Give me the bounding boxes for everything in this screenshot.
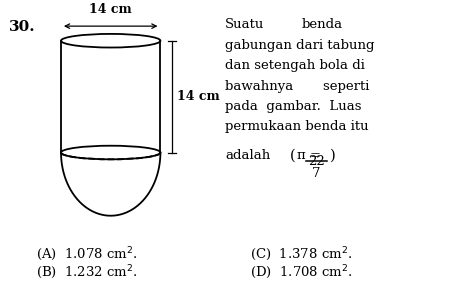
Text: dan setengah bola di: dan setengah bola di [225, 59, 365, 72]
Text: 7: 7 [312, 167, 321, 180]
Text: gabungan dari tabung: gabungan dari tabung [225, 39, 375, 52]
Text: 14 cm: 14 cm [177, 90, 220, 103]
Text: bawahnya       seperti: bawahnya seperti [225, 80, 369, 93]
Text: 22: 22 [308, 155, 325, 168]
Text: 14 cm: 14 cm [89, 3, 132, 16]
Text: Suatu: Suatu [225, 18, 265, 31]
Text: ): ) [330, 149, 336, 163]
Text: (C)  1.378 cm$^{2}$.: (C) 1.378 cm$^{2}$. [250, 245, 352, 262]
Text: (: ( [289, 149, 295, 163]
Text: permukaan benda itu: permukaan benda itu [225, 120, 369, 134]
Text: (A)  1.078 cm$^{2}$.: (A) 1.078 cm$^{2}$. [36, 245, 138, 262]
Text: pada  gambar.  Luas: pada gambar. Luas [225, 100, 361, 113]
Text: 30.: 30. [10, 20, 36, 34]
Text: π =: π = [297, 149, 321, 162]
Text: (D)  1.708 cm$^{2}$.: (D) 1.708 cm$^{2}$. [250, 263, 353, 281]
Text: adalah: adalah [225, 149, 270, 162]
Text: (B)  1.232 cm$^{2}$.: (B) 1.232 cm$^{2}$. [36, 263, 138, 281]
Text: benda: benda [301, 18, 342, 31]
